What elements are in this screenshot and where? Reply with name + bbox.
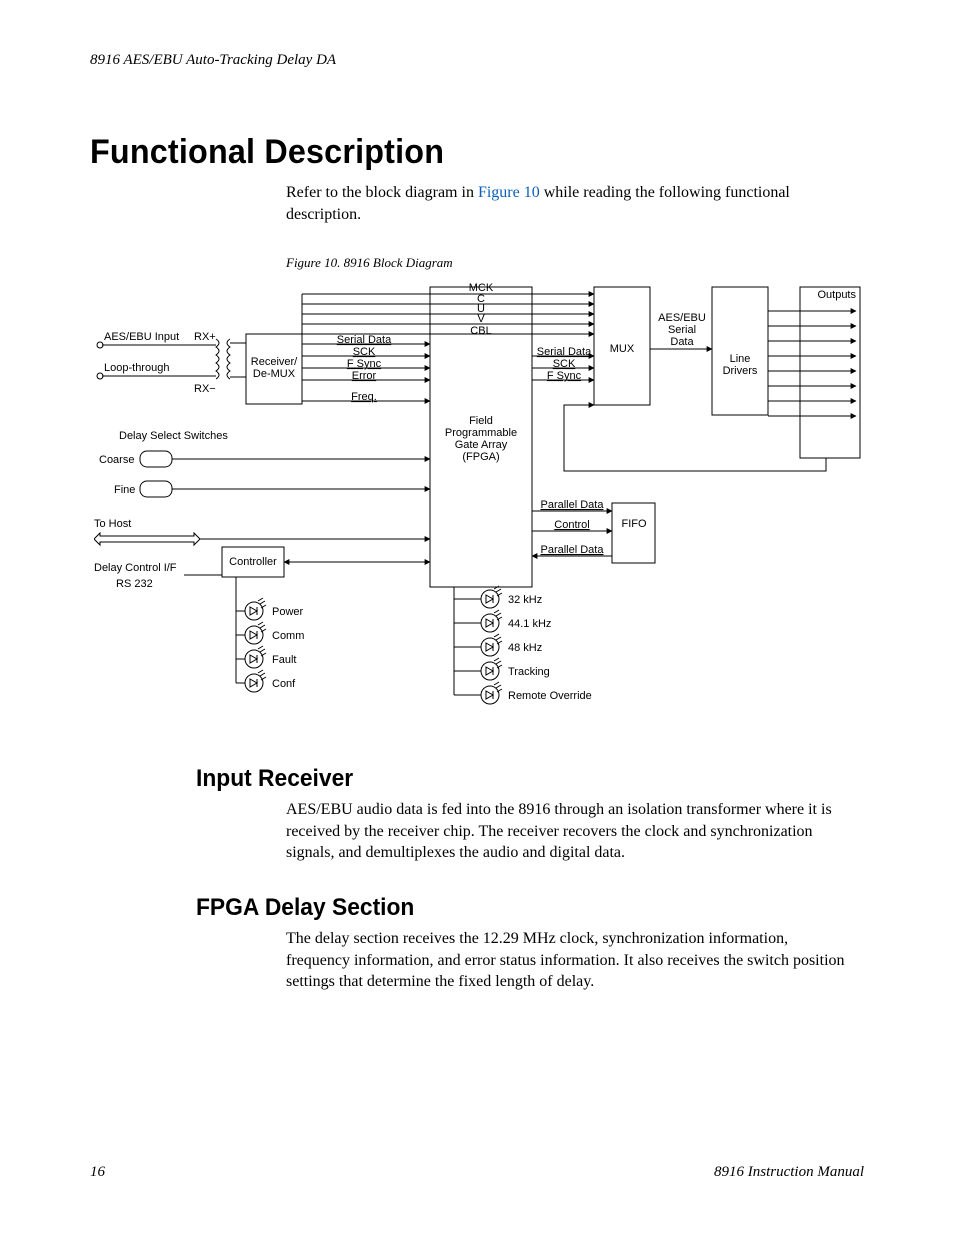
svg-text:F Sync: F Sync (347, 358, 382, 370)
svg-text:Fault: Fault (272, 654, 296, 666)
svg-text:44.1 kHz: 44.1 kHz (508, 618, 551, 630)
intro-text: Refer to the block diagram in (286, 184, 478, 201)
svg-text:Serial Data: Serial Data (337, 334, 392, 346)
svg-text:Field: Field (469, 415, 493, 427)
svg-text:Parallel Data: Parallel Data (541, 499, 605, 511)
running-header: 8916 AES/EBU Auto-Tracking Delay DA (90, 52, 864, 69)
svg-text:AES/EBU Input: AES/EBU Input (104, 331, 179, 343)
svg-text:Outputs: Outputs (817, 289, 856, 301)
svg-text:SCK: SCK (553, 358, 576, 370)
svg-text:Remote Override: Remote Override (508, 690, 592, 702)
subsection-body: AES/EBU audio data is fed into the 8916 … (286, 799, 856, 864)
svg-text:Power: Power (272, 606, 304, 618)
block-diagram: Receiver/ De-MUX Field Programmable Gate… (94, 279, 864, 729)
svg-text:Fine: Fine (114, 484, 135, 496)
svg-text:De-MUX: De-MUX (253, 368, 296, 380)
subsection-title: Input Receiver (196, 765, 831, 793)
svg-text:F Sync: F Sync (547, 370, 582, 382)
svg-text:Loop-through: Loop-through (104, 362, 169, 374)
svg-text:V: V (477, 313, 485, 325)
svg-text:RS 232: RS 232 (116, 578, 153, 590)
svg-text:Coarse: Coarse (99, 454, 134, 466)
svg-text:Data: Data (670, 336, 694, 348)
svg-text:Line: Line (730, 353, 751, 365)
svg-text:Drivers: Drivers (723, 365, 758, 377)
subsection-title: FPGA Delay Section (196, 894, 831, 922)
svg-text:32 kHz: 32 kHz (508, 594, 542, 606)
svg-text:RX+: RX+ (194, 331, 216, 343)
svg-text:(FPGA): (FPGA) (462, 451, 499, 463)
svg-text:Controller: Controller (229, 556, 277, 568)
svg-text:Freq.: Freq. (351, 391, 377, 403)
page-number: 16 (90, 1164, 105, 1181)
svg-text:MUX: MUX (610, 343, 635, 355)
svg-text:Comm: Comm (272, 630, 304, 642)
intro-paragraph: Refer to the block diagram in Figure 10 … (286, 182, 864, 225)
svg-text:AES/EBU: AES/EBU (658, 312, 706, 324)
page: 8916 AES/EBU Auto-Tracking Delay DA Func… (0, 0, 954, 1235)
figure-caption: Figure 10. 8916 Block Diagram (286, 255, 864, 271)
svg-text:Serial Data: Serial Data (537, 346, 592, 358)
svg-text:Parallel Data: Parallel Data (541, 544, 605, 556)
svg-text:48 kHz: 48 kHz (508, 642, 542, 654)
subsection-body: The delay section receives the 12.29 MHz… (286, 928, 856, 993)
svg-text:Delay Control I/F: Delay Control I/F (94, 562, 177, 574)
svg-text:Serial: Serial (668, 324, 696, 336)
figure-link[interactable]: Figure 10 (478, 184, 540, 201)
section-title: Functional Description (90, 133, 825, 172)
svg-text:Control: Control (554, 519, 589, 531)
svg-text:Gate Array: Gate Array (455, 439, 508, 451)
svg-text:RX−: RX− (194, 383, 216, 395)
svg-text:Programmable: Programmable (445, 427, 517, 439)
svg-text:Error: Error (352, 370, 377, 382)
svg-text:To Host: To Host (94, 518, 131, 530)
svg-text:FIFO: FIFO (621, 518, 646, 530)
svg-text:SCK: SCK (353, 346, 376, 358)
svg-text:Conf: Conf (272, 678, 296, 690)
footer-doc-title: 8916 Instruction Manual (714, 1164, 864, 1181)
svg-text:Receiver/: Receiver/ (251, 356, 298, 368)
svg-text:CBL: CBL (470, 325, 491, 337)
svg-text:Delay Select Switches: Delay Select Switches (119, 430, 228, 442)
svg-text:Tracking: Tracking (508, 666, 550, 678)
